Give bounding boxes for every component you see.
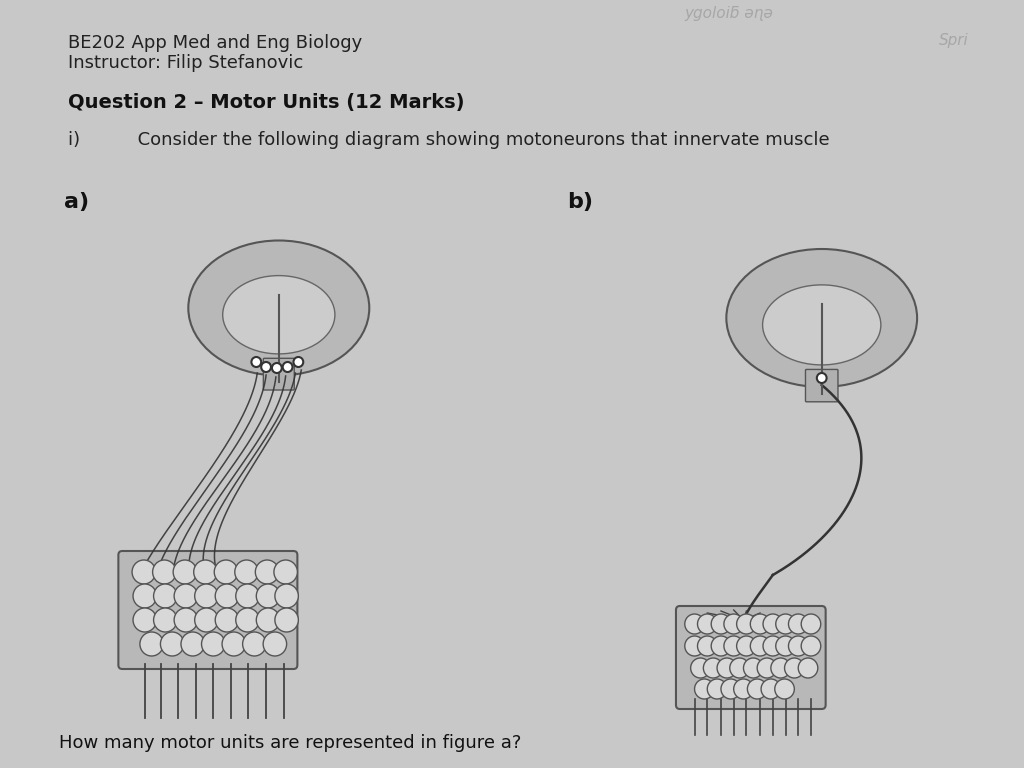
Circle shape (724, 614, 743, 634)
Circle shape (763, 614, 782, 634)
Circle shape (236, 608, 259, 632)
Circle shape (215, 608, 239, 632)
Circle shape (685, 614, 705, 634)
Circle shape (690, 658, 711, 678)
Circle shape (697, 636, 717, 656)
Circle shape (776, 614, 796, 634)
Circle shape (788, 614, 808, 634)
Circle shape (194, 560, 217, 584)
FancyBboxPatch shape (676, 606, 825, 709)
Circle shape (234, 560, 258, 584)
Circle shape (801, 636, 821, 656)
Circle shape (733, 679, 754, 699)
Text: i)          Consider the following diagram showing motoneurons that innervate mu: i) Consider the following diagram showin… (69, 131, 830, 149)
Circle shape (173, 560, 197, 584)
Circle shape (788, 636, 808, 656)
Circle shape (775, 679, 795, 699)
Circle shape (721, 679, 740, 699)
Circle shape (256, 584, 280, 608)
Circle shape (181, 632, 205, 656)
Circle shape (776, 636, 796, 656)
Circle shape (761, 679, 780, 699)
Circle shape (730, 658, 750, 678)
Circle shape (202, 632, 225, 656)
Ellipse shape (763, 285, 881, 365)
Circle shape (236, 584, 259, 608)
Circle shape (154, 608, 177, 632)
Circle shape (133, 608, 157, 632)
Text: Instructor: Filip Stefanovic: Instructor: Filip Stefanovic (69, 54, 304, 72)
Circle shape (708, 679, 727, 699)
Circle shape (712, 614, 731, 634)
Circle shape (751, 636, 770, 656)
Circle shape (243, 632, 266, 656)
Circle shape (195, 584, 218, 608)
Text: Question 2 – Motor Units (12 Marks): Question 2 – Motor Units (12 Marks) (69, 93, 465, 112)
Circle shape (717, 658, 736, 678)
Circle shape (222, 632, 246, 656)
Circle shape (751, 614, 770, 634)
Circle shape (743, 658, 763, 678)
Circle shape (215, 584, 239, 608)
Circle shape (273, 560, 297, 584)
Circle shape (771, 658, 791, 678)
Text: How many motor units are represented in figure a?: How many motor units are represented in … (58, 734, 521, 752)
Circle shape (140, 632, 164, 656)
Text: a): a) (63, 192, 89, 212)
Circle shape (724, 636, 743, 656)
Text: Spri: Spri (939, 33, 969, 48)
Circle shape (817, 373, 826, 383)
FancyBboxPatch shape (806, 369, 838, 402)
Circle shape (294, 357, 303, 367)
Circle shape (757, 658, 777, 678)
Circle shape (272, 363, 282, 373)
Circle shape (801, 614, 821, 634)
Circle shape (274, 608, 298, 632)
Circle shape (763, 636, 782, 656)
Circle shape (252, 357, 261, 367)
Circle shape (748, 679, 767, 699)
Circle shape (283, 362, 293, 372)
Circle shape (712, 636, 731, 656)
Circle shape (694, 679, 714, 699)
Circle shape (784, 658, 804, 678)
FancyBboxPatch shape (263, 359, 294, 390)
Circle shape (255, 560, 279, 584)
Circle shape (703, 658, 723, 678)
Text: ygoloiƃ əɳə: ygoloiƃ əɳə (685, 6, 774, 21)
Circle shape (685, 636, 705, 656)
Circle shape (195, 608, 218, 632)
Ellipse shape (188, 240, 370, 376)
Circle shape (153, 560, 176, 584)
Circle shape (174, 608, 198, 632)
Circle shape (214, 560, 238, 584)
Circle shape (274, 584, 298, 608)
Circle shape (256, 608, 280, 632)
Circle shape (132, 560, 156, 584)
Circle shape (736, 636, 756, 656)
Circle shape (261, 362, 271, 372)
Circle shape (133, 584, 157, 608)
Circle shape (174, 584, 198, 608)
Ellipse shape (222, 276, 335, 354)
Text: b): b) (567, 192, 593, 212)
Circle shape (697, 614, 717, 634)
Circle shape (154, 584, 177, 608)
Circle shape (736, 614, 756, 634)
Circle shape (799, 658, 818, 678)
Circle shape (263, 632, 287, 656)
Circle shape (161, 632, 184, 656)
Text: BE202 App Med and Eng Biology: BE202 App Med and Eng Biology (69, 34, 362, 52)
Ellipse shape (726, 249, 918, 387)
FancyBboxPatch shape (119, 551, 297, 669)
